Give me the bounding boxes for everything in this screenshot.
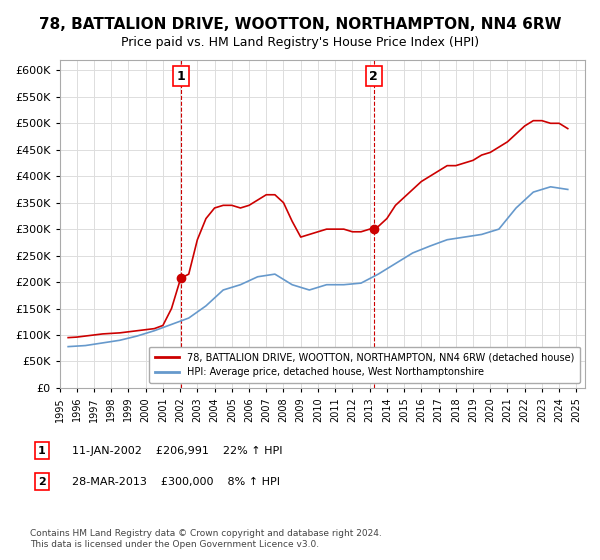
Text: 1: 1 xyxy=(176,69,185,83)
Text: 28-MAR-2013    £300,000    8% ↑ HPI: 28-MAR-2013 £300,000 8% ↑ HPI xyxy=(72,477,280,487)
Text: 2: 2 xyxy=(370,69,378,83)
Legend: 78, BATTALION DRIVE, WOOTTON, NORTHAMPTON, NN4 6RW (detached house), HPI: Averag: 78, BATTALION DRIVE, WOOTTON, NORTHAMPTO… xyxy=(149,347,580,383)
Text: 11-JAN-2002    £206,991    22% ↑ HPI: 11-JAN-2002 £206,991 22% ↑ HPI xyxy=(72,446,283,456)
Text: 2: 2 xyxy=(38,477,46,487)
Text: 78, BATTALION DRIVE, WOOTTON, NORTHAMPTON, NN4 6RW: 78, BATTALION DRIVE, WOOTTON, NORTHAMPTO… xyxy=(39,17,561,32)
Text: 1: 1 xyxy=(38,446,46,456)
Text: Contains HM Land Registry data © Crown copyright and database right 2024.
This d: Contains HM Land Registry data © Crown c… xyxy=(30,529,382,549)
Text: Price paid vs. HM Land Registry's House Price Index (HPI): Price paid vs. HM Land Registry's House … xyxy=(121,36,479,49)
